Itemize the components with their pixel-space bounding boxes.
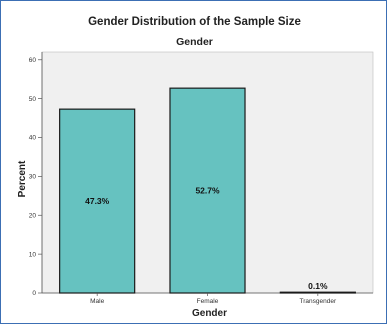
bar-male xyxy=(59,108,136,294)
y-tick-label: 50 xyxy=(29,96,37,103)
y-tick-label: 30 xyxy=(29,174,37,181)
y-tick-label: 40 xyxy=(29,135,37,142)
data-label-male: 47.3% xyxy=(85,196,110,206)
y-tick-label: 0 xyxy=(32,290,36,297)
data-label-female: 52.7% xyxy=(195,186,220,196)
y-tick-label: 60 xyxy=(29,57,37,64)
x-tick-label-transgender: Transgender xyxy=(300,298,337,305)
x-tick-label-male: Male xyxy=(90,298,104,305)
bar-transgender xyxy=(279,291,356,294)
x-axis-ticks: Male Female Transgender xyxy=(90,293,337,305)
x-axis-label: Gender xyxy=(191,308,227,319)
y-axis-ticks: 0 10 20 30 40 50 60 xyxy=(29,57,42,297)
y-tick-label: 10 xyxy=(29,251,37,258)
bars: 47.3% 52.7% 0.1% xyxy=(59,87,356,294)
chart-title: Gender Distribution of the Sample Size xyxy=(88,16,301,28)
y-tick-label: 20 xyxy=(29,212,37,219)
data-label-transgender: 0.1% xyxy=(308,281,328,291)
x-tick-label-female: Female xyxy=(197,298,219,305)
chart-subtitle: Gender xyxy=(176,36,213,48)
